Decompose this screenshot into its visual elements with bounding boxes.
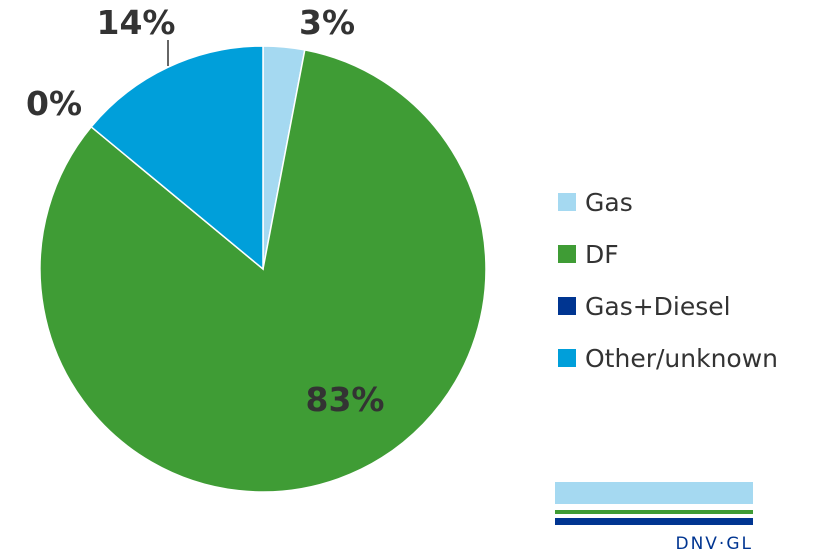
legend-label-other-unknown: Other/unknown (585, 343, 779, 373)
legend-label-df: DF (585, 239, 619, 269)
logo-text: DNV·GL (675, 534, 753, 554)
data-label-other-unknown: 14% (97, 3, 176, 42)
dnv-gl-logo: DNV·GL (555, 482, 753, 554)
legend-item-gas: Gas (558, 176, 823, 228)
data-label-gas: 3% (299, 3, 355, 42)
pie-slices (39, 45, 487, 493)
legend-item-df: DF (558, 228, 823, 280)
logo-band-green (555, 510, 753, 514)
legend: Gas DF Gas+Diesel Other/unknown (558, 176, 823, 384)
data-label-df: 83% (306, 380, 385, 419)
pie-slice-df (39, 49, 487, 493)
logo-band-light-blue (555, 482, 753, 504)
legend-swatch-df (558, 245, 576, 263)
data-label-gas-diesel: 0% (26, 84, 82, 123)
legend-swatch-gas-diesel (558, 297, 576, 315)
legend-swatch-gas (558, 193, 576, 211)
legend-item-gas-diesel: Gas+Diesel (558, 280, 823, 332)
legend-swatch-other-unknown (558, 349, 576, 367)
logo-band-navy (555, 518, 753, 525)
data-labels: 3% 83% 0% 14% (26, 3, 385, 419)
legend-item-other-unknown: Other/unknown (558, 332, 823, 384)
legend-label-gas-diesel: Gas+Diesel (585, 291, 731, 321)
pie-slice-other-unknown (90, 45, 264, 271)
legend-label-gas: Gas (585, 187, 633, 217)
